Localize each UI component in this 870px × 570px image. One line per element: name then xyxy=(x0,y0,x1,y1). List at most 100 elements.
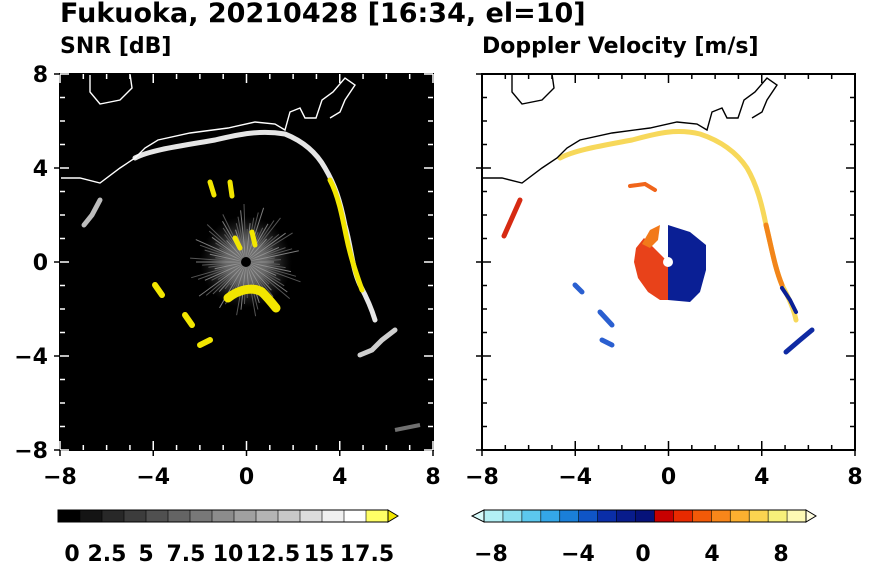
clutter-ray xyxy=(199,244,247,263)
colorbar-tick-label: 8 xyxy=(773,542,788,567)
colorbar-tick-label: 15 xyxy=(304,542,335,567)
doppler-panel: −8 −4 0 4 8 xyxy=(465,73,863,490)
x-tick-label: −4 xyxy=(136,465,170,490)
colorbar-swatch xyxy=(234,510,257,522)
colorbar-swatch xyxy=(673,510,693,522)
clutter-ray xyxy=(245,261,297,277)
clutter-ray xyxy=(245,261,288,293)
y-tick-label: 8 xyxy=(33,63,48,88)
snr-radar-site xyxy=(241,257,251,267)
clutter-ray xyxy=(219,261,247,309)
snr-clutter-rays xyxy=(190,203,301,317)
colorbar-swatch xyxy=(654,510,674,522)
colorbar-frame xyxy=(483,509,807,523)
colorbar-extend-high xyxy=(387,509,399,523)
colorbar-tick-label: 0 xyxy=(635,542,650,567)
clutter-ray xyxy=(202,261,247,266)
colorbar-swatch xyxy=(502,510,523,522)
doppler-coastal-echo-east xyxy=(763,222,785,288)
colorbar-swatch xyxy=(730,510,750,522)
clutter-ray xyxy=(204,261,247,281)
colorbar-tick-label: 12.5 xyxy=(246,542,300,567)
colorbar-tick-label: 17.5 xyxy=(340,542,394,567)
x-tick-label: −8 xyxy=(43,465,77,490)
colorbar-swatch xyxy=(692,510,712,522)
snr-axes: −8 8 −4 4 0 0 4 −4 8 −8 xyxy=(14,63,440,490)
snr-echo-north-high xyxy=(207,179,258,251)
x-tick-label: 4 xyxy=(754,465,769,490)
doppler-echo-west xyxy=(501,197,523,239)
y-tick-label: 0 xyxy=(33,251,48,276)
clutter-ray xyxy=(245,261,301,283)
doppler-echo-east xyxy=(783,327,815,355)
clutter-ray xyxy=(190,257,247,263)
doppler-inbound-core xyxy=(668,225,706,302)
snr-echo-south-high xyxy=(223,284,281,313)
colorbar-swatch xyxy=(190,510,213,522)
colorbar-swatch xyxy=(540,510,561,522)
colorbar-tick-label: 0 xyxy=(64,542,79,567)
colorbar-extend-high xyxy=(805,509,817,523)
colorbar-swatch xyxy=(521,510,542,522)
clutter-ray xyxy=(245,261,285,287)
colorbar-swatch xyxy=(256,510,279,522)
clutter-ray xyxy=(240,210,247,263)
doppler-colorbar: −8 −4 0 4 8 xyxy=(470,509,817,567)
snr-echo-east xyxy=(357,327,398,358)
snr-echo-far-south xyxy=(394,423,421,432)
colorbar-swatch xyxy=(578,510,599,522)
snr-coastline xyxy=(60,74,356,184)
x-tick-label: −4 xyxy=(558,465,592,490)
clutter-ray xyxy=(245,232,286,263)
doppler-outbound-fringe xyxy=(642,225,660,248)
clutter-ray xyxy=(198,261,247,297)
clutter-ray xyxy=(243,203,247,263)
clutter-ray xyxy=(245,261,292,273)
clutter-ray xyxy=(245,220,275,263)
snr-echo-southwest-high xyxy=(152,282,213,348)
colorbar-swatch xyxy=(278,510,301,522)
colorbar-swatch xyxy=(635,510,655,522)
x-tick-label: 0 xyxy=(661,465,676,490)
colorbar-tick-label: −4 xyxy=(561,542,595,567)
colorbar-swatch xyxy=(212,510,235,522)
figure-title: Fukuoka, 20210428 [16:34, el=10] xyxy=(60,0,586,29)
clutter-ray xyxy=(245,250,299,263)
x-tick-label: −8 xyxy=(465,465,499,490)
clutter-ray xyxy=(245,248,293,263)
colorbar-swatch xyxy=(168,510,191,522)
colorbar-frame xyxy=(57,509,389,523)
clutter-ray xyxy=(206,224,247,263)
clutter-ray xyxy=(245,217,281,263)
colorbar-swatch xyxy=(80,510,103,522)
clutter-ray xyxy=(197,261,247,280)
colorbar-swatch xyxy=(559,510,580,522)
doppler-panel-title: Doppler Velocity [m/s] xyxy=(482,34,759,59)
colorbar-swatch xyxy=(711,510,731,522)
colorbar-swatch xyxy=(102,510,125,522)
clutter-ray xyxy=(237,216,247,263)
snr-echo-layer xyxy=(60,74,421,432)
clutter-ray xyxy=(212,261,247,295)
colorbar-swatch xyxy=(366,510,389,522)
x-tick-label: 0 xyxy=(239,465,254,490)
x-tick-label: 4 xyxy=(332,465,347,490)
colorbar-swatch xyxy=(597,510,617,522)
colorbar-tick-label: 2.5 xyxy=(88,542,127,567)
clutter-ray xyxy=(245,261,274,298)
y-tick-label: −4 xyxy=(14,345,48,370)
clutter-ray xyxy=(245,217,255,263)
doppler-axes: −8 −4 0 4 8 xyxy=(465,73,863,490)
colorbar-swatch xyxy=(484,510,504,522)
snr-colorbar: 0 2.5 5 7.5 10 12.5 15 17.5 xyxy=(57,509,399,567)
colorbar-swatch xyxy=(300,510,323,522)
snr-panel: −8 8 −4 4 0 0 4 −4 8 −8 xyxy=(14,63,440,490)
colorbar-swatch xyxy=(787,510,807,522)
colorbar-swatch xyxy=(146,510,169,522)
snr-coastal-echo-high xyxy=(327,177,365,293)
colorbar-swatch xyxy=(616,510,636,522)
clutter-ray xyxy=(205,261,247,296)
colorbar-swatch xyxy=(344,510,367,522)
doppler-coastal-echo-tail xyxy=(780,286,798,314)
